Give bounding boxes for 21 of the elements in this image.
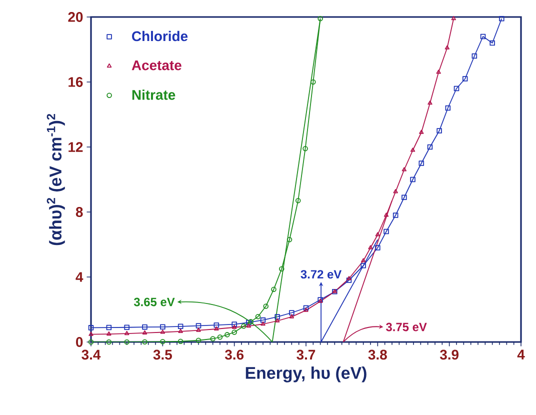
x-tick-label: 3.9 <box>440 350 459 360</box>
y-tick-label: 8 <box>76 207 83 217</box>
x-tick-label: 3.4 <box>82 350 101 360</box>
x-tick-label: 3.5 <box>153 350 172 360</box>
y-tick-label: 0 <box>76 337 83 347</box>
x-tick-label: 3.7 <box>296 350 316 360</box>
y-tick-label: 12 <box>68 142 83 152</box>
y-tick-label: 16 <box>68 77 83 87</box>
annotation: 3.72 eV <box>300 270 342 279</box>
annotation: 3.75 eV <box>386 322 427 332</box>
legend-label: Nitrate <box>132 90 176 100</box>
legend-label: Acetate <box>132 60 182 70</box>
x-axis-title: Energy, hυ (eV) <box>246 366 366 382</box>
annotation: 3.65 eV <box>134 298 175 306</box>
x-tick-label: 4 <box>517 350 525 360</box>
x-tick-label: 3.6 <box>224 350 244 360</box>
y-tick-label: 20 <box>68 12 83 22</box>
legend-label: Chloride <box>132 30 188 42</box>
y-axis-title: (αhυ)$^{2}$ (eV cm$^{-1}$)$^{2}$ <box>46 114 65 246</box>
x-tick-label: 3.8 <box>368 350 387 360</box>
y-tick-label: 4 <box>76 272 84 282</box>
